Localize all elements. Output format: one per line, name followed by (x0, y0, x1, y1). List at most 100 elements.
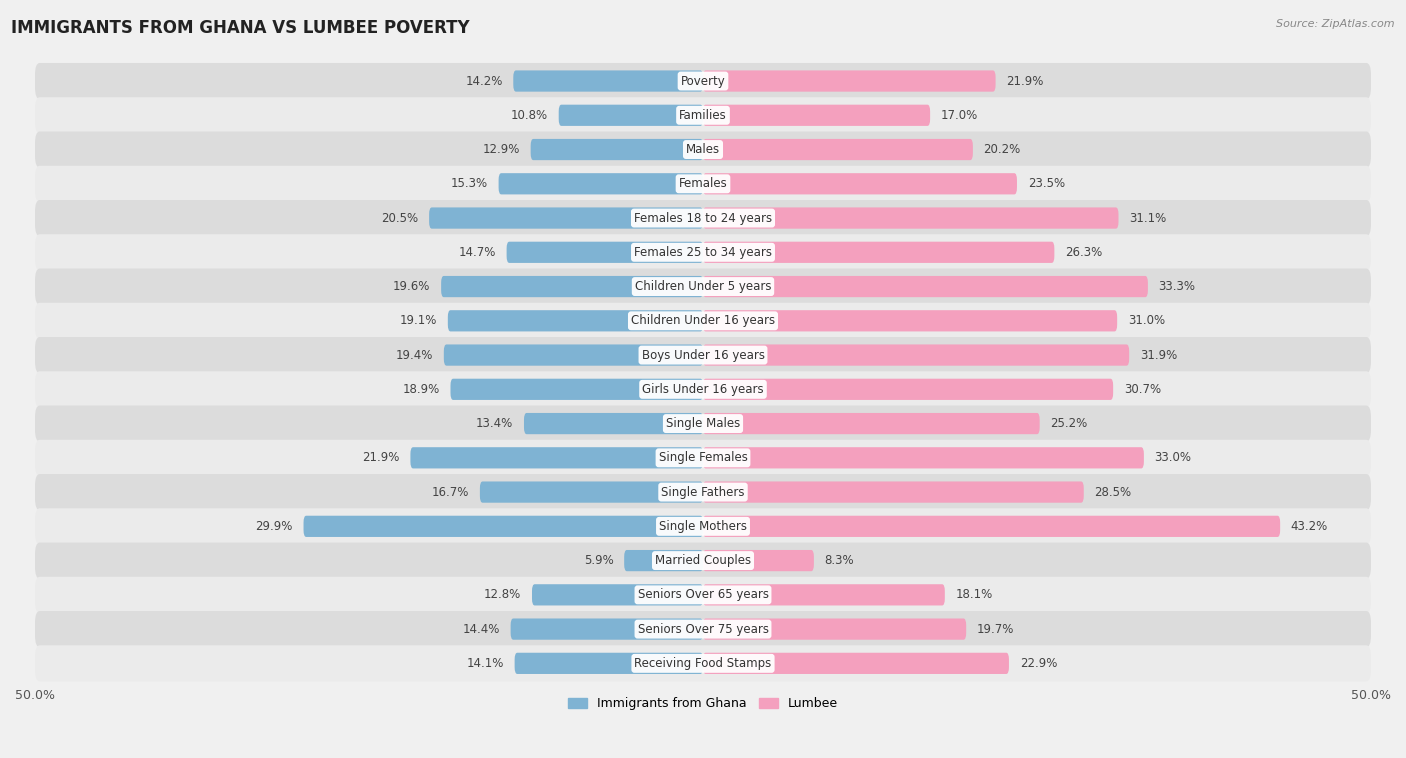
FancyBboxPatch shape (449, 310, 703, 331)
Text: 31.9%: 31.9% (1140, 349, 1177, 362)
Text: 12.9%: 12.9% (482, 143, 520, 156)
FancyBboxPatch shape (35, 543, 1371, 578)
Text: 10.8%: 10.8% (510, 109, 548, 122)
FancyBboxPatch shape (35, 131, 1371, 168)
FancyBboxPatch shape (444, 344, 703, 365)
FancyBboxPatch shape (703, 481, 1084, 503)
FancyBboxPatch shape (35, 200, 1371, 236)
Text: 18.9%: 18.9% (402, 383, 440, 396)
Text: Females 18 to 24 years: Females 18 to 24 years (634, 211, 772, 224)
Text: 14.1%: 14.1% (467, 657, 503, 670)
FancyBboxPatch shape (35, 337, 1371, 373)
FancyBboxPatch shape (441, 276, 703, 297)
Text: Females 25 to 34 years: Females 25 to 34 years (634, 246, 772, 258)
FancyBboxPatch shape (499, 173, 703, 194)
Text: 19.7%: 19.7% (977, 622, 1014, 636)
FancyBboxPatch shape (35, 440, 1371, 476)
Text: Boys Under 16 years: Boys Under 16 years (641, 349, 765, 362)
Text: 14.7%: 14.7% (458, 246, 496, 258)
Text: 12.8%: 12.8% (484, 588, 522, 601)
FancyBboxPatch shape (35, 509, 1371, 544)
FancyBboxPatch shape (703, 515, 1279, 537)
Text: 14.4%: 14.4% (463, 622, 501, 636)
FancyBboxPatch shape (513, 70, 703, 92)
FancyBboxPatch shape (558, 105, 703, 126)
FancyBboxPatch shape (703, 139, 973, 160)
Text: 21.9%: 21.9% (1007, 74, 1043, 87)
Legend: Immigrants from Ghana, Lumbee: Immigrants from Ghana, Lumbee (564, 692, 842, 715)
Text: 20.5%: 20.5% (381, 211, 419, 224)
Text: 25.2%: 25.2% (1050, 417, 1088, 430)
Text: 31.1%: 31.1% (1129, 211, 1167, 224)
FancyBboxPatch shape (703, 173, 1017, 194)
FancyBboxPatch shape (510, 619, 703, 640)
Text: 21.9%: 21.9% (363, 451, 399, 465)
FancyBboxPatch shape (530, 139, 703, 160)
Text: Seniors Over 65 years: Seniors Over 65 years (637, 588, 769, 601)
FancyBboxPatch shape (624, 550, 703, 572)
Text: Males: Males (686, 143, 720, 156)
Text: 43.2%: 43.2% (1291, 520, 1329, 533)
FancyBboxPatch shape (703, 584, 945, 606)
FancyBboxPatch shape (703, 276, 1147, 297)
FancyBboxPatch shape (703, 70, 995, 92)
Text: 22.9%: 22.9% (1019, 657, 1057, 670)
Text: 18.1%: 18.1% (956, 588, 993, 601)
Text: 31.0%: 31.0% (1128, 315, 1166, 327)
Text: 19.6%: 19.6% (394, 280, 430, 293)
FancyBboxPatch shape (703, 653, 1010, 674)
FancyBboxPatch shape (703, 550, 814, 572)
Text: 13.4%: 13.4% (477, 417, 513, 430)
FancyBboxPatch shape (531, 584, 703, 606)
Text: 23.5%: 23.5% (1028, 177, 1064, 190)
Text: 15.3%: 15.3% (451, 177, 488, 190)
Text: Source: ZipAtlas.com: Source: ZipAtlas.com (1277, 19, 1395, 29)
Text: Poverty: Poverty (681, 74, 725, 87)
Text: 33.0%: 33.0% (1154, 451, 1191, 465)
FancyBboxPatch shape (35, 577, 1371, 613)
FancyBboxPatch shape (524, 413, 703, 434)
FancyBboxPatch shape (35, 611, 1371, 647)
FancyBboxPatch shape (703, 242, 1054, 263)
FancyBboxPatch shape (703, 208, 1119, 229)
FancyBboxPatch shape (703, 413, 1039, 434)
FancyBboxPatch shape (35, 268, 1371, 305)
Text: 26.3%: 26.3% (1066, 246, 1102, 258)
FancyBboxPatch shape (506, 242, 703, 263)
FancyBboxPatch shape (35, 371, 1371, 407)
Text: IMMIGRANTS FROM GHANA VS LUMBEE POVERTY: IMMIGRANTS FROM GHANA VS LUMBEE POVERTY (11, 19, 470, 37)
Text: 19.4%: 19.4% (395, 349, 433, 362)
FancyBboxPatch shape (35, 97, 1371, 133)
Text: Married Couples: Married Couples (655, 554, 751, 567)
FancyBboxPatch shape (35, 474, 1371, 510)
FancyBboxPatch shape (703, 344, 1129, 365)
FancyBboxPatch shape (479, 481, 703, 503)
FancyBboxPatch shape (703, 105, 931, 126)
FancyBboxPatch shape (515, 653, 703, 674)
Text: 16.7%: 16.7% (432, 486, 470, 499)
Text: Single Mothers: Single Mothers (659, 520, 747, 533)
Text: 14.2%: 14.2% (465, 74, 502, 87)
Text: Children Under 5 years: Children Under 5 years (634, 280, 772, 293)
FancyBboxPatch shape (703, 310, 1118, 331)
Text: 17.0%: 17.0% (941, 109, 979, 122)
Text: 30.7%: 30.7% (1123, 383, 1161, 396)
Text: Females: Females (679, 177, 727, 190)
FancyBboxPatch shape (703, 619, 966, 640)
FancyBboxPatch shape (703, 447, 1144, 468)
Text: Seniors Over 75 years: Seniors Over 75 years (637, 622, 769, 636)
Text: Single Males: Single Males (666, 417, 740, 430)
FancyBboxPatch shape (35, 406, 1371, 442)
Text: Families: Families (679, 109, 727, 122)
Text: Receiving Food Stamps: Receiving Food Stamps (634, 657, 772, 670)
FancyBboxPatch shape (35, 645, 1371, 681)
Text: Children Under 16 years: Children Under 16 years (631, 315, 775, 327)
FancyBboxPatch shape (35, 63, 1371, 99)
FancyBboxPatch shape (411, 447, 703, 468)
Text: 29.9%: 29.9% (256, 520, 292, 533)
FancyBboxPatch shape (35, 234, 1371, 271)
FancyBboxPatch shape (703, 379, 1114, 400)
Text: Single Fathers: Single Fathers (661, 486, 745, 499)
Text: Girls Under 16 years: Girls Under 16 years (643, 383, 763, 396)
FancyBboxPatch shape (304, 515, 703, 537)
